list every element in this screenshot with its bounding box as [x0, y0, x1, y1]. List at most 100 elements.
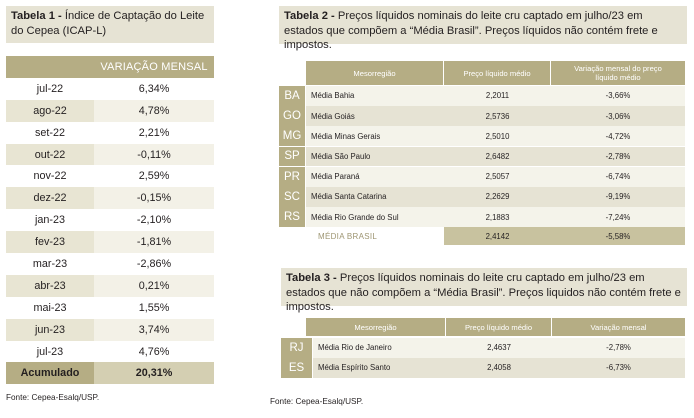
variation-value: -4,72%: [551, 126, 685, 147]
table1-value: 4,78%: [94, 99, 214, 122]
table1-total-label: Acumulado: [6, 362, 94, 385]
variation-value: -3,06%: [551, 106, 685, 126]
table1-value: -2,86%: [94, 253, 214, 275]
state-badge: SC: [279, 186, 305, 207]
table1-row: abr-23 0,21%: [6, 274, 214, 297]
table1-total-value: 20,31%: [94, 362, 214, 385]
state-badge: RJ: [281, 338, 312, 358]
region-name: Média Goiás: [306, 106, 444, 126]
table1-value: 1,55%: [94, 296, 214, 319]
table1: VARIAÇÃO MENSAL jul-22 6,34% ago-22 4,78% …: [6, 56, 214, 385]
table3-caption: Tabela 3 - Preços líquidos nominais do l…: [281, 268, 687, 313]
price-value: 2,4058: [446, 358, 552, 378]
table3: RJ Média Rio de Janeiro 2,4637 -2,78% ES…: [281, 338, 685, 378]
table1-value: 6,34%: [94, 77, 214, 100]
table1-row: out-22 -0,11%: [6, 143, 214, 166]
table2-header-price: Preço líquido médio: [444, 61, 551, 85]
table1-caption-text: Índice de Captação do Leite do Cepea (IC…: [11, 10, 205, 37]
table1-row: jun-23 3,74%: [6, 318, 214, 341]
table3-row: ES Média Espírito Santo 2,4058 -6,73%: [281, 358, 685, 378]
table1-header-variation: VARIAÇÃO MENSAL: [94, 56, 214, 78]
region-name: Média Minas Gerais: [306, 126, 444, 147]
table1-month: nov-22: [6, 165, 94, 188]
table1-total-row: Acumulado 20,31%: [6, 362, 214, 385]
variation-value: -3,66%: [551, 86, 685, 106]
price-value: 2,2011: [444, 86, 551, 106]
state-badge: PR: [279, 166, 305, 187]
table1-month: dez-22: [6, 187, 94, 210]
table2-row: SC Média Santa Catarina 2,2629 -9,19%: [279, 186, 685, 207]
table1-month: mai-23: [6, 296, 94, 319]
region-name: Média São Paulo: [306, 146, 444, 167]
table1-value: -0,11%: [94, 143, 214, 166]
table1-header-blank: [6, 56, 94, 78]
variation-value: -2,78%: [552, 338, 685, 358]
table2-row: BA Média Bahia 2,2011 -3,66%: [279, 86, 685, 106]
table1-value: -1,81%: [94, 231, 214, 254]
table1-source: Fonte: Cepea-Esalq/USP.: [6, 393, 100, 402]
table2-total-variation: -5,58%: [551, 227, 685, 246]
table3-source: Fonte: Cepea-Esalq/USP.: [270, 397, 364, 406]
price-value: 2,4637: [446, 338, 552, 358]
price-value: 2,5057: [444, 166, 551, 187]
price-value: 2,1883: [444, 207, 551, 227]
table1-value: -2,10%: [94, 209, 214, 232]
table1-value: 2,59%: [94, 165, 214, 188]
table1-row: set-22 2,21%: [6, 121, 214, 144]
table2-caption-text: Preços líquidos nominais do leite cru ca…: [284, 10, 658, 51]
table1-row: jan-23 -2,10%: [6, 209, 214, 232]
table1-row: jul-23 4,76%: [6, 340, 214, 363]
state-badge: RS: [279, 207, 305, 227]
table3-header-row: Mesorregião Preço líquido médio Variação…: [306, 318, 685, 336]
table2-row: SP Média São Paulo 2,6482 -2,78%: [279, 146, 685, 167]
table2-total-row: MÉDIA BRASIL 2,4142 -5,58%: [279, 227, 685, 246]
table1-value: -0,15%: [94, 187, 214, 210]
table1-caption: Tabela 1 - Índice de Captação do Leite d…: [6, 6, 214, 43]
table1-row: jul-22 6,34%: [6, 77, 214, 100]
table2-header-row: Mesorregião Preço líquido médio Variação…: [306, 61, 685, 85]
table2-header-region: Mesorregião: [306, 61, 444, 85]
table3-caption-title: Tabela 3 -: [286, 272, 337, 284]
state-badge: SP: [279, 146, 305, 167]
table1-value: 2,21%: [94, 121, 214, 144]
table3-row: RJ Média Rio de Janeiro 2,4637 -2,78%: [281, 338, 685, 358]
table1-month: jan-23: [6, 209, 94, 232]
table1-month: jul-22: [6, 77, 94, 100]
table2-row: GO Média Goiás 2,5736 -3,06%: [279, 106, 685, 126]
region-name: Média Santa Catarina: [306, 186, 444, 207]
table2-caption-title: Tabela 2 -: [284, 10, 335, 22]
table3-caption-text: Preços líquidos nominais do leite cru ca…: [286, 272, 681, 313]
table1-header-row: VARIAÇÃO MENSAL: [6, 56, 214, 78]
state-badge: GO: [279, 106, 305, 126]
table2-total-price: 2,4142: [444, 227, 551, 246]
variation-value: -7,24%: [551, 207, 685, 227]
table2-total-label: MÉDIA BRASIL: [318, 231, 378, 241]
table1-month: out-22: [6, 143, 94, 166]
table1-month: mar-23: [6, 253, 94, 275]
table1-row: mai-23 1,55%: [6, 296, 214, 319]
table1-month: jun-23: [6, 318, 94, 341]
table1-month: fev-23: [6, 231, 94, 254]
table1-value: 3,74%: [94, 318, 214, 341]
table1-row: ago-22 4,78%: [6, 99, 214, 122]
table3-header-price: Preço líquido médio: [446, 318, 552, 336]
table1-row: dez-22 -0,15%: [6, 187, 214, 210]
table1-value: 4,76%: [94, 340, 214, 363]
table1-month: ago-22: [6, 99, 94, 122]
region-name: Média Espírito Santo: [313, 358, 446, 378]
table1-month: jul-23: [6, 340, 94, 363]
table2: BA Média Bahia 2,2011 -3,66% GO Média Go…: [279, 86, 685, 246]
table2-row: MG Média Minas Gerais 2,5010 -4,72%: [279, 126, 685, 147]
table2-total-spacer: [279, 227, 305, 245]
price-value: 2,5010: [444, 126, 551, 147]
variation-value: -9,19%: [551, 186, 685, 207]
variation-value: -6,74%: [551, 166, 685, 187]
price-value: 2,2629: [444, 186, 551, 207]
state-badge: MG: [279, 126, 305, 147]
table3-header-variation: Variação mensal: [552, 318, 685, 336]
table3-header-region: Mesorregião: [306, 318, 446, 336]
variation-value: -2,78%: [551, 146, 685, 167]
table1-row: mar-23 -2,86%: [6, 253, 214, 275]
price-value: 2,6482: [444, 146, 551, 167]
table2-row: RS Média Rio Grande do Sul 2,1883 -7,24%: [279, 207, 685, 227]
